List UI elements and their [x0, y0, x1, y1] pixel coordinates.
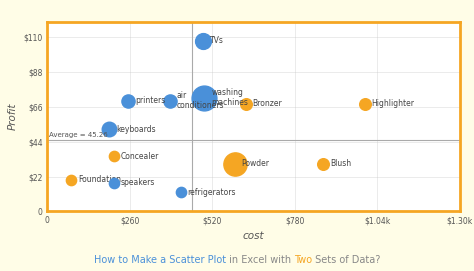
- Text: speakers: speakers: [121, 178, 155, 188]
- Point: [125, 99, 132, 103]
- Text: Bronzer: Bronzer: [253, 99, 283, 108]
- Y-axis label: Profit: Profit: [8, 103, 18, 130]
- X-axis label: cost: cost: [243, 231, 264, 241]
- Point: [67, 178, 75, 182]
- Text: How to Make a Scatter Plot: How to Make a Scatter Plot: [93, 255, 226, 265]
- Text: Average = 45.26: Average = 45.26: [49, 133, 108, 138]
- Text: washing
machines: washing machines: [211, 88, 248, 107]
- Point: [110, 154, 118, 158]
- Point: [242, 102, 249, 106]
- Text: in Excel with: in Excel with: [226, 255, 294, 265]
- Text: Foundation: Foundation: [78, 175, 121, 184]
- Text: refrigerators: refrigerators: [188, 188, 236, 197]
- Text: TVs: TVs: [210, 36, 224, 45]
- Point: [199, 38, 207, 43]
- Text: Blush: Blush: [330, 159, 351, 169]
- Text: keyboards: keyboards: [116, 125, 156, 134]
- Text: Sets of Data?: Sets of Data?: [312, 255, 381, 265]
- Point: [177, 190, 184, 195]
- Point: [105, 127, 113, 131]
- Point: [166, 99, 173, 103]
- Text: Concealer: Concealer: [121, 151, 159, 160]
- Text: air
conditioners: air conditioners: [176, 91, 224, 110]
- Text: Powder: Powder: [241, 159, 270, 169]
- Text: Two: Two: [294, 255, 312, 265]
- Point: [201, 95, 208, 100]
- Text: printers: printers: [135, 96, 165, 105]
- Point: [319, 162, 327, 166]
- Point: [231, 162, 238, 166]
- Point: [110, 181, 118, 185]
- Point: [361, 102, 368, 106]
- Text: Highlighter: Highlighter: [372, 99, 415, 108]
